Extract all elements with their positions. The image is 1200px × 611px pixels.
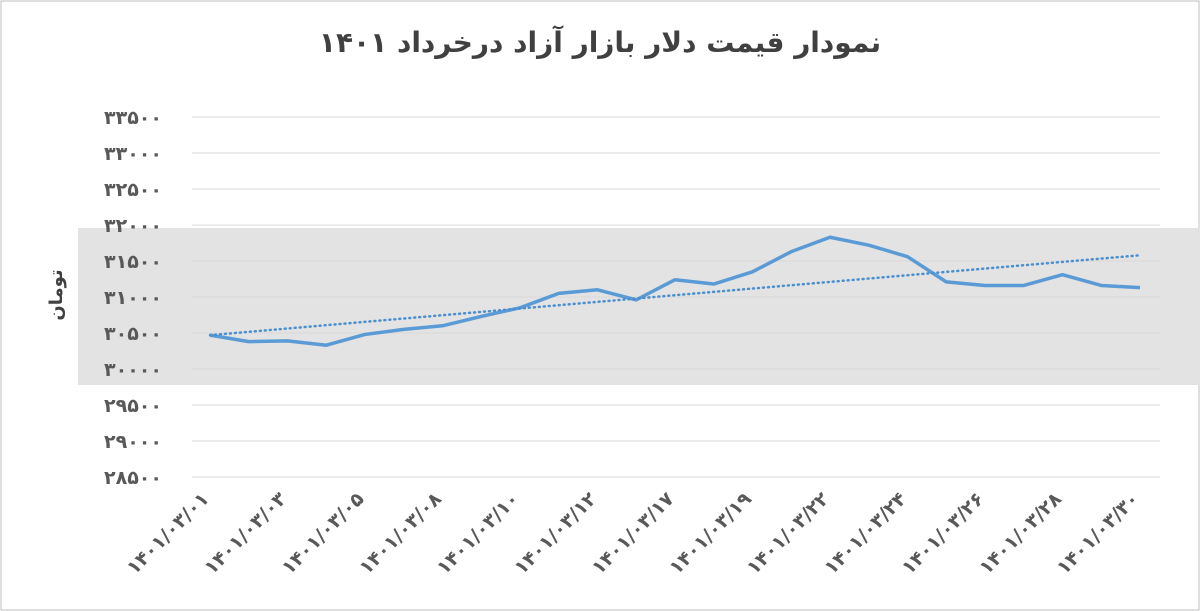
y-tick-label: ۳۳۵۰۰ (104, 107, 162, 129)
y-tick-label: ۳۳۰۰۰ (104, 143, 162, 165)
y-tick-label: ۳۲۰۰۰ (104, 215, 162, 237)
chart-title: نمودار قیمت دلار بازار آزاد درخرداد ۱۴۰۱ (319, 25, 881, 59)
watermark-band (78, 228, 1200, 385)
trendline (208, 253, 1142, 337)
y-axis-label: تومان (46, 269, 67, 320)
y-tick-label: ۲۹۵۰۰ (104, 395, 162, 417)
y-tick-label: ۳۱۵۰۰ (104, 251, 162, 273)
y-tick-label: ۳۱۰۰۰ (104, 287, 162, 309)
y-tick-label: ۲۹۰۰۰ (104, 431, 162, 453)
y-tick-label: ۳۰۰۰۰ (104, 359, 162, 381)
y-tick-label: ۳۰۵۰۰ (104, 323, 162, 345)
y-tick-label: ۲۸۵۰۰ (104, 467, 162, 489)
data-line (209, 235, 1141, 347)
y-tick-label: ۳۲۵۰۰ (104, 179, 162, 201)
